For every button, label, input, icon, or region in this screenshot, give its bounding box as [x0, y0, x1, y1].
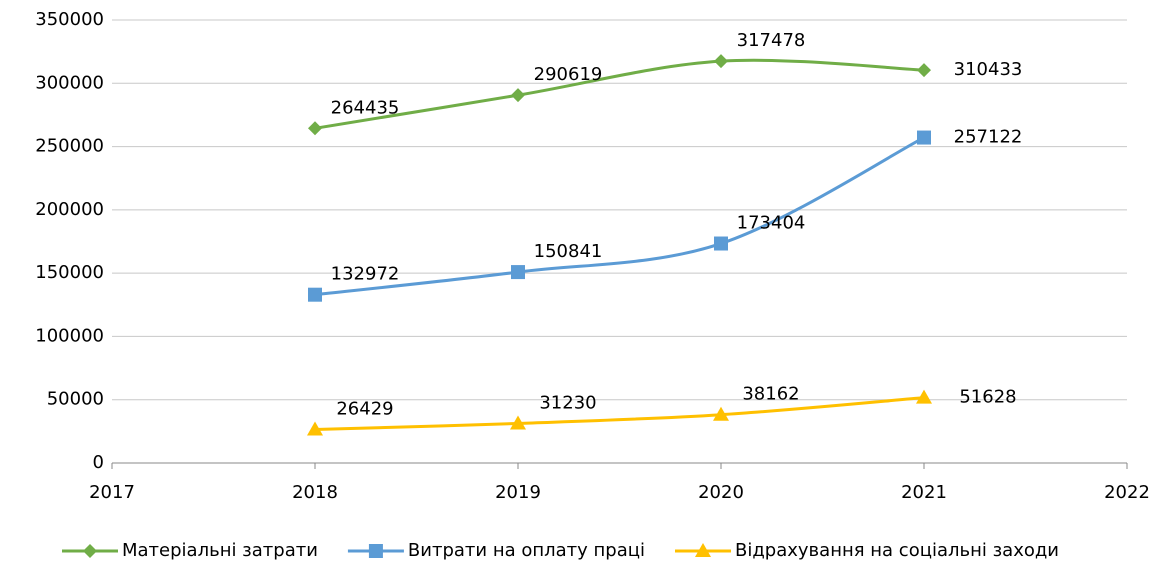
- legend-marker: [368, 544, 383, 558]
- series-line: [314, 136, 925, 297]
- y-tick-label: 350000: [35, 9, 104, 30]
- y-tick-label: 0: [93, 452, 104, 473]
- data-label: 264435: [331, 97, 400, 118]
- data-label: 132972: [331, 264, 400, 285]
- marker: [510, 415, 526, 430]
- y-tick-label: 50000: [47, 389, 104, 410]
- legend-marker: [83, 544, 97, 558]
- legend-label: Відрахування на соціальні заходи: [735, 540, 1059, 561]
- marker: [714, 236, 728, 251]
- data-label: 317478: [737, 30, 806, 51]
- data-label: 310433: [954, 59, 1023, 80]
- legend-label: Витрати на оплату праці: [408, 540, 645, 561]
- marker: [511, 265, 525, 280]
- x-tick-label: 2017: [89, 482, 135, 503]
- y-tick-label: 250000: [35, 136, 104, 157]
- data-label: 31230: [539, 392, 596, 413]
- marker: [307, 421, 323, 436]
- marker: [713, 406, 729, 421]
- marker: [917, 130, 931, 145]
- x-tick-label: 2021: [901, 482, 947, 503]
- series-line: [314, 58, 925, 130]
- marker: [916, 389, 932, 404]
- legend-label: Матеріальні затрати: [122, 540, 318, 561]
- x-tick-label: 2020: [698, 482, 744, 503]
- marker: [917, 63, 931, 78]
- y-tick-label: 150000: [35, 262, 104, 283]
- data-label: 173404: [737, 213, 806, 234]
- data-label: 38162: [742, 384, 799, 405]
- series-line: [314, 396, 925, 432]
- data-label: 150841: [534, 241, 603, 262]
- marker: [714, 54, 728, 69]
- x-tick-label: 2018: [292, 482, 338, 503]
- data-label: 257122: [954, 127, 1023, 148]
- y-tick-label: 100000: [35, 325, 104, 346]
- legend-marker: [695, 543, 711, 557]
- data-label: 26429: [336, 399, 393, 420]
- data-label: 290619: [534, 64, 603, 85]
- x-tick-label: 2019: [495, 482, 541, 503]
- y-tick-label: 300000: [35, 72, 104, 93]
- marker: [308, 121, 322, 136]
- x-tick-label: 2022: [1104, 482, 1150, 503]
- data-label: 51628: [959, 387, 1016, 408]
- y-tick-label: 200000: [35, 199, 104, 220]
- marker: [308, 287, 322, 302]
- marker: [511, 88, 525, 103]
